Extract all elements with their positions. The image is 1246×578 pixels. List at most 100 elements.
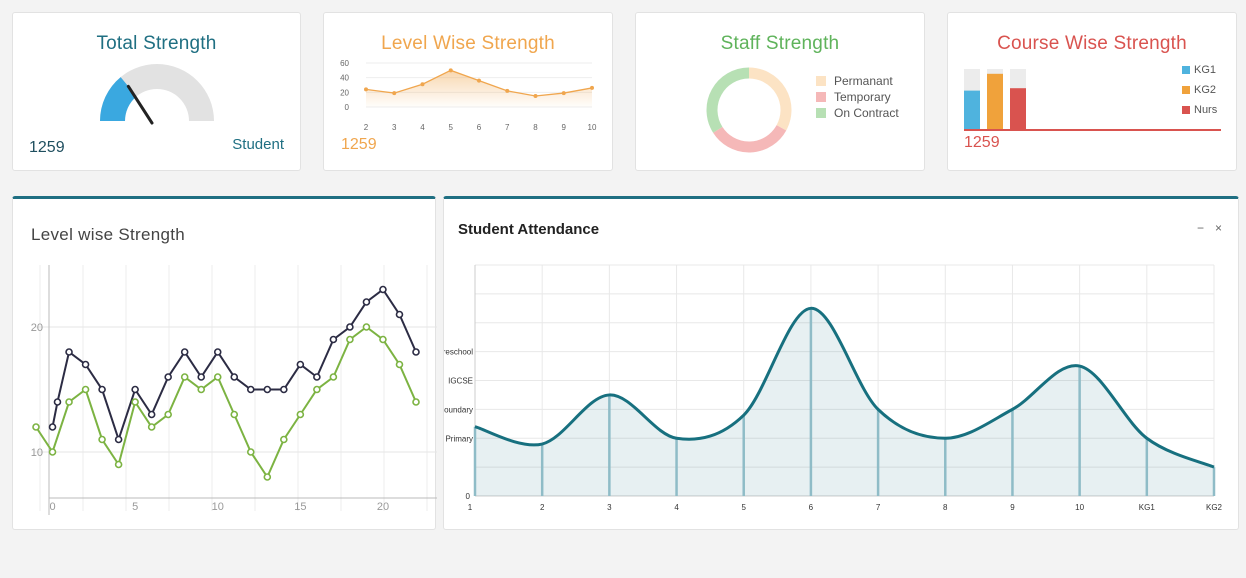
data-point	[280, 385, 288, 394]
y-tick-label: IGCSE	[448, 377, 473, 386]
data-point	[263, 473, 272, 481]
level-wise-line-chart: 10 20 0 5 10 15 20	[31, 265, 437, 515]
x-tick-label: 4	[674, 503, 679, 512]
data-point	[65, 398, 73, 406]
series-line	[35, 325, 417, 480]
x-tick-label: 1	[468, 503, 473, 512]
data-point	[329, 373, 338, 381]
data-point	[246, 385, 255, 394]
legend-item: Permanant	[816, 74, 893, 88]
data-point	[364, 87, 368, 92]
x-tick-label: KG1	[1139, 503, 1156, 512]
data-point	[412, 348, 420, 356]
level-wise-mini-value: 1259	[341, 136, 377, 153]
legend-swatch	[1182, 66, 1190, 74]
area-fill	[475, 308, 1214, 496]
donut-slice	[748, 67, 792, 131]
x-tick-label: 6	[809, 503, 814, 512]
x-tick-label: 8	[943, 503, 948, 512]
y-tick-label: 60	[340, 59, 349, 68]
level-wise-panel: Level wise Strength 10 20 0 5 10 15 20	[12, 196, 437, 530]
data-point	[164, 410, 172, 419]
data-point	[114, 435, 123, 444]
staff-strength-card: Staff Strength Permanant Temporary On Cont…	[635, 12, 925, 171]
data-point	[448, 68, 453, 73]
data-point	[114, 460, 123, 469]
level-wise-mini-chart: 0 20 40 60 2 3 4 5 6 7 8 9 10	[340, 59, 597, 132]
level-wise-mini-title: Level Wise Strength	[381, 33, 555, 54]
data-point	[81, 385, 90, 394]
x-tick-label: 7	[505, 123, 510, 132]
legend-label: On Contract	[834, 106, 899, 120]
y-tick-label: 20	[340, 88, 349, 97]
y-tick-label: Preschool	[444, 348, 473, 357]
data-point	[98, 385, 106, 394]
x-tick-label: 2	[364, 123, 369, 132]
data-point	[131, 385, 139, 394]
data-point	[246, 448, 255, 456]
legend-item: KG1	[1182, 64, 1216, 76]
data-point	[164, 373, 172, 381]
level-wise-mini-card: Level Wise Strength 0 20 40 60 2 3 4 5 6 7 8 9 10 12…	[323, 12, 613, 171]
bar	[1010, 88, 1026, 129]
total-strength-label: Student	[232, 136, 284, 153]
data-point	[505, 88, 510, 93]
legend-label: Temporary	[834, 90, 891, 104]
legend-label: KG1	[1194, 64, 1217, 76]
legend-swatch	[1182, 86, 1190, 94]
series-line	[474, 306, 1215, 469]
data-point	[213, 373, 222, 381]
x-tick-label: 10	[212, 501, 224, 513]
x-tick-label: 9	[562, 123, 567, 132]
data-point	[395, 360, 404, 369]
attendance-panel: Student Attendance − × 0 Primary Secoundar…	[443, 196, 1239, 530]
data-point	[346, 335, 354, 344]
staff-strength-donut	[706, 67, 792, 153]
y-tick-label: 0	[466, 492, 471, 501]
data-point	[296, 360, 305, 369]
data-point	[362, 298, 371, 306]
data-point	[180, 348, 189, 356]
data-point	[395, 310, 404, 319]
legend-swatch	[816, 76, 826, 86]
data-point	[379, 335, 387, 344]
x-tick-label: 0	[49, 501, 55, 513]
legend-swatch	[816, 108, 826, 118]
bar	[964, 90, 980, 129]
data-point	[197, 385, 206, 394]
x-tick-label: 5	[449, 123, 454, 132]
data-point	[230, 410, 239, 419]
total-strength-gauge	[100, 64, 214, 125]
course-wise-card: Course Wise Strength KG1 KG2 Nurs 1259	[947, 12, 1237, 171]
course-wise-value: 1259	[964, 134, 1000, 151]
x-tick-label: 10	[1075, 503, 1084, 512]
data-point	[263, 385, 272, 394]
data-point	[230, 373, 239, 381]
data-point	[32, 423, 40, 431]
data-point	[48, 423, 57, 431]
legend-item: On Contract	[816, 106, 899, 120]
legend-label: Nurs	[1194, 104, 1218, 116]
x-tick-label: 15	[294, 501, 306, 513]
y-tick-label: 0	[345, 103, 350, 112]
data-point	[65, 348, 73, 356]
data-point	[420, 82, 425, 87]
total-strength-card: Total Strength 1259 Student	[12, 12, 301, 171]
data-point	[329, 335, 338, 344]
y-tick-label: Primary	[445, 434, 473, 443]
gauge-fill	[100, 77, 137, 121]
data-point	[296, 410, 305, 419]
staff-strength-title: Staff Strength	[720, 33, 840, 54]
x-tick-label: 7	[876, 503, 881, 512]
y-tick-label: 10	[31, 447, 43, 459]
course-wise-title: Course Wise Strength	[997, 33, 1187, 54]
level-wise-panel-title: Level wise Strength	[31, 225, 186, 244]
data-point	[362, 323, 371, 331]
data-point	[561, 91, 566, 96]
minimize-icon[interactable]: −	[1196, 221, 1204, 235]
x-tick-label: 2	[540, 503, 545, 512]
legend-label: Permanant	[834, 74, 893, 88]
close-icon[interactable]: ×	[1214, 221, 1222, 235]
data-point	[180, 373, 189, 381]
data-point	[53, 398, 62, 406]
